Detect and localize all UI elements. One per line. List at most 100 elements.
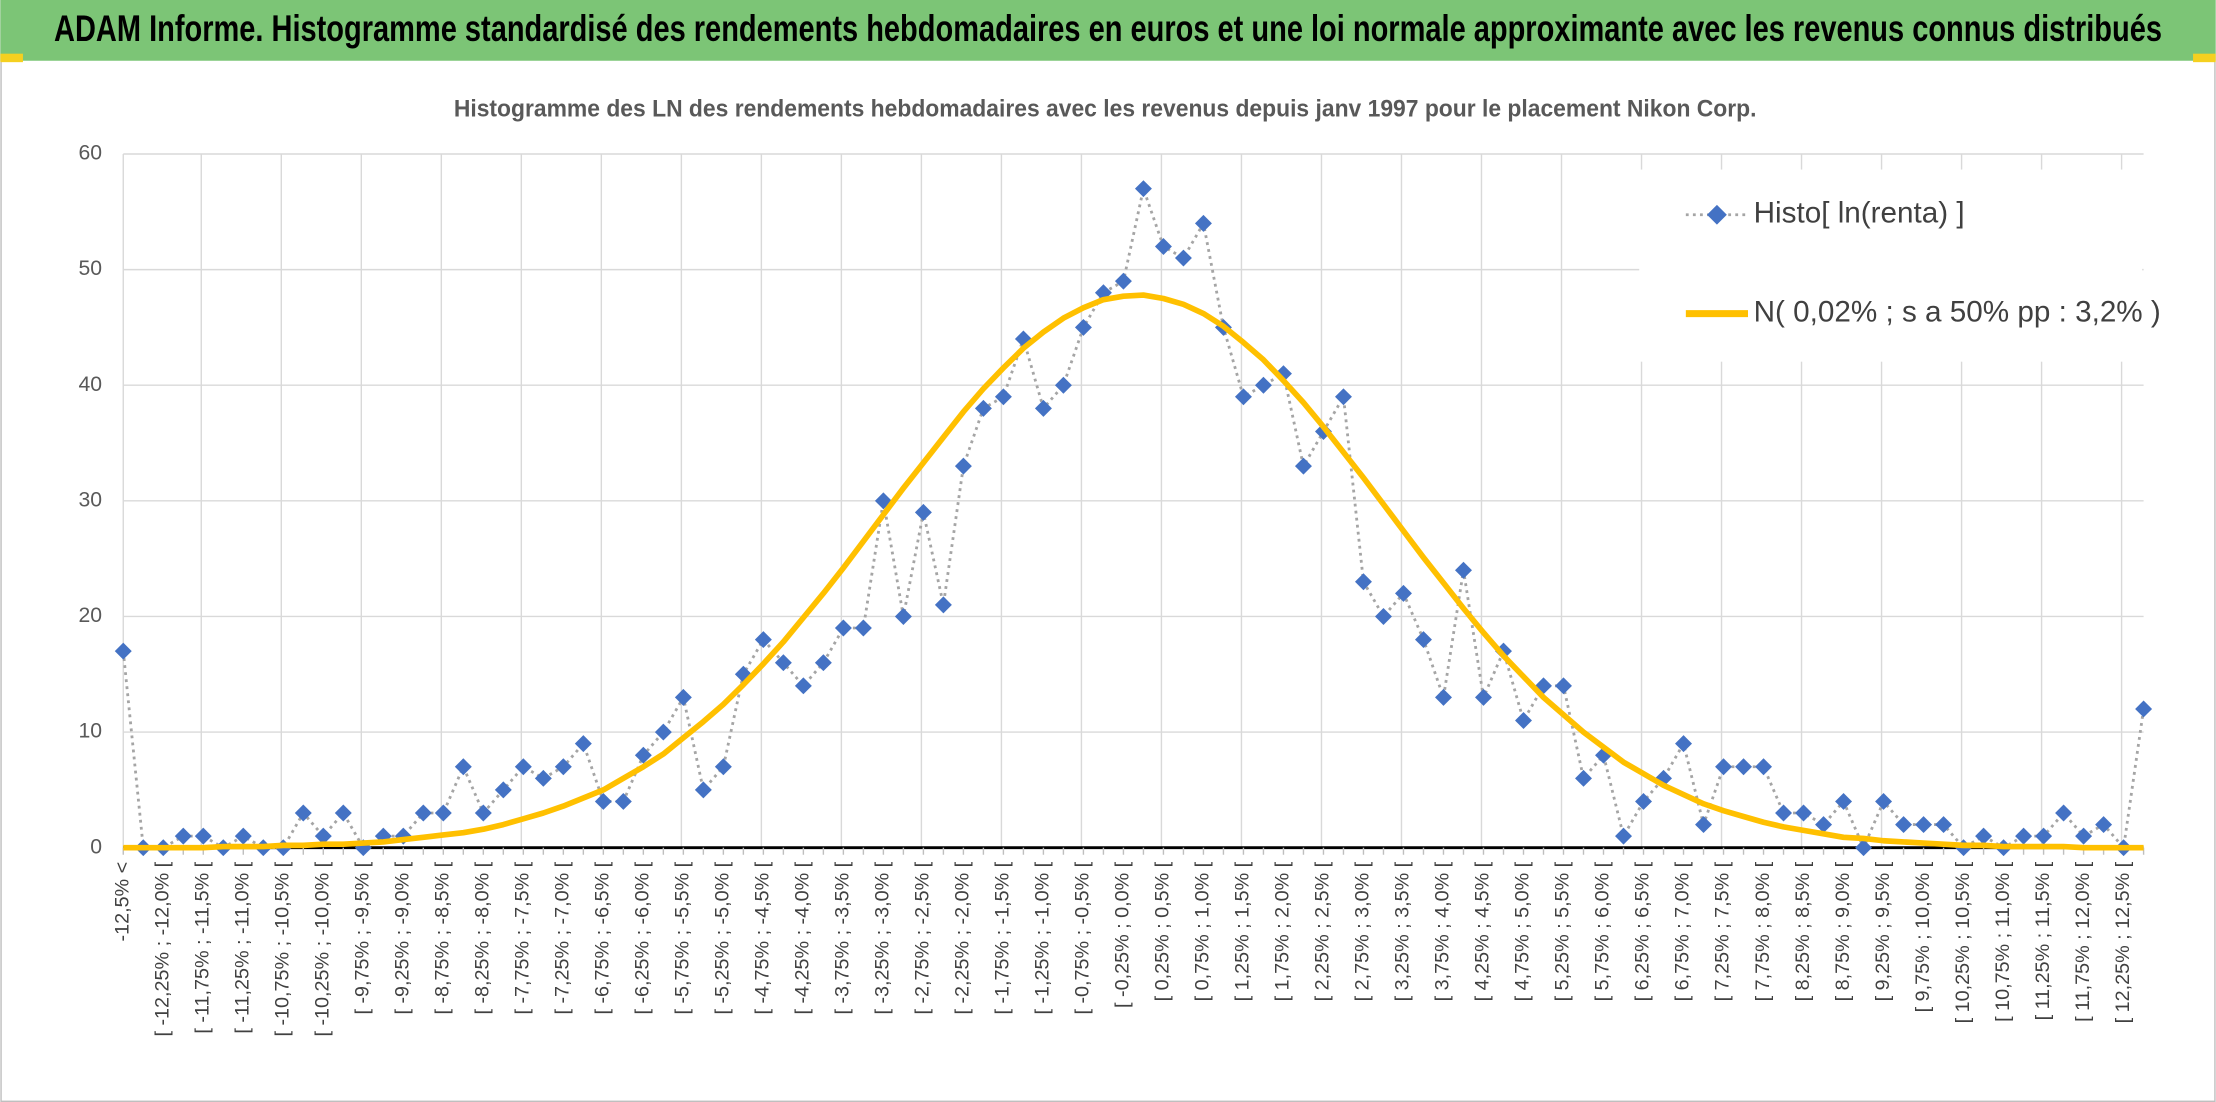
x-tick-label: [ -9,25% ; -9,0% [: [392, 861, 414, 1014]
x-tick-label: [ -7,75% ; -7,5% [: [512, 861, 534, 1014]
y-tick-label: 60: [78, 142, 102, 165]
x-tick-label: [ 6,75% ; 7,0% [: [1672, 861, 1694, 1001]
data-point: [694, 781, 712, 799]
data-point: [1795, 804, 1813, 822]
x-tick-label: [ 11,75% ; 12,0% [: [2072, 861, 2094, 1022]
x-tick-label: [ -2,75% ; -2,5% [: [912, 861, 934, 1014]
data-point: [1154, 238, 1172, 255]
x-tick-label: [ 9,25% ; 9,5% [: [1872, 861, 1894, 1001]
x-tick-label: [ 1,75% ; 2,0% [: [1272, 861, 1294, 1001]
x-tick-label: [ -0,75% ; -0,5% [: [1072, 861, 1094, 1014]
x-tick-label: [ -6,25% ; -6,0% [: [632, 861, 654, 1014]
data-point: [174, 827, 192, 845]
data-point: [474, 804, 492, 822]
data-point: [514, 758, 532, 776]
data-point: [834, 619, 852, 637]
data-point: [194, 827, 212, 845]
x-tick-label: [ 0,75% ; 1,0% [: [1192, 861, 1214, 1001]
y-tick-label: 10: [78, 720, 102, 743]
data-point: [554, 758, 572, 776]
y-tick-label: 50: [78, 257, 102, 280]
data-point: [1715, 758, 1733, 776]
corner-left: [0, 53, 23, 63]
data-point: [434, 804, 452, 822]
legend-label: N( 0,02% ; s a 50% pp : 3,2% ): [1754, 295, 2161, 328]
data-point: [794, 677, 812, 695]
x-tick-label: [ -0,25% ; 0,0% [: [1112, 861, 1134, 1008]
data-point: [1815, 816, 1833, 834]
data-point: [2035, 827, 2053, 845]
data-point: [674, 688, 692, 706]
x-tick-label: [ 6,25% ; 6,5% [: [1632, 861, 1654, 1001]
x-tick-label: [ 11,25% ; 11,5% [: [2032, 861, 2054, 1020]
x-tick-label: [ 8,25% ; 8,5% [: [1792, 861, 1814, 1001]
data-point: [1415, 631, 1432, 649]
legend-box: [1639, 169, 2143, 362]
data-point: [634, 746, 652, 764]
data-point: [894, 607, 912, 625]
x-tick-label: [ -4,25% ; -4,0% [: [792, 861, 814, 1014]
data-point: [1334, 388, 1352, 406]
data-point: [1975, 827, 1993, 845]
data-point: [1374, 607, 1392, 625]
x-tick-label: [ -5,25% ; -5,0% [: [712, 861, 734, 1014]
data-point: [1475, 688, 1492, 706]
y-tick-label: 0: [90, 835, 102, 858]
data-point: [594, 792, 612, 810]
x-tick-label: [ 5,25% ; 5,5% [: [1552, 861, 1574, 1001]
x-tick-label: [ 4,75% ; 5,0% [: [1512, 861, 1534, 1001]
x-tick-label: [ -4,75% ; -4,5% [: [752, 861, 774, 1014]
x-tick-label: [ 1,25% ; 1,5% [: [1232, 861, 1254, 1001]
title-bar: [0, 0, 2216, 61]
x-tick-label: [ -2,25% ; -2,0% [: [952, 861, 974, 1014]
x-tick-label: [ -10,75% ; -10,5% [: [272, 861, 294, 1036]
page-title: ADAM Informe. Histogramme standardisé de…: [54, 8, 2162, 49]
x-tick-label: [ 10,25% ; 10,5% [: [1952, 861, 1974, 1023]
data-point: [1675, 735, 1692, 753]
data-point: [1835, 792, 1853, 810]
data-point: [1174, 249, 1192, 267]
data-point: [1755, 758, 1773, 776]
x-tick-label: [ -5,75% ; -5,5% [: [672, 861, 694, 1014]
x-tick-label: [ 8,75% ; 9,0% [: [1832, 861, 1854, 1001]
data-point: [1074, 318, 1092, 336]
data-point: [994, 388, 1012, 406]
x-tick-label: [ 9,75% ; 10,0% [: [1912, 861, 1934, 1012]
data-point: [414, 804, 432, 822]
data-point: [2135, 700, 2153, 718]
x-tick-label: [ -9,75% ; -9,5% [: [352, 861, 374, 1014]
x-tick-label: [ -8,75% ; -8,5% [: [432, 861, 454, 1014]
data-point: [854, 619, 872, 637]
data-point: [2055, 804, 2073, 822]
data-point: [814, 654, 832, 672]
x-tick-label: [ -3,25% ; -3,0% [: [872, 861, 894, 1014]
x-tick-label: [ -3,75% ; -3,5% [: [832, 861, 854, 1014]
x-tick-label: [ 12,25% ; 12,5% [: [2112, 861, 2134, 1023]
data-point: [1294, 457, 1312, 475]
x-tick-label: [ 0,25% ; 0,5% [: [1152, 861, 1174, 1001]
data-point: [1114, 272, 1132, 290]
data-point: [454, 758, 472, 776]
data-point: [934, 596, 952, 614]
data-point: [2015, 827, 2033, 845]
legend-label: Histo[ ln(renta) ]: [1754, 197, 1965, 230]
x-tick-label: [ 7,25% ; 7,5% [: [1712, 861, 1734, 1001]
data-point: [1455, 561, 1472, 579]
data-point: [1695, 816, 1713, 834]
x-tick-label: [ 2,25% ; 2,5% [: [1312, 861, 1334, 1001]
x-tick-label: [ 4,25% ; 4,5% [: [1472, 861, 1494, 1001]
x-tick-label: [ 5,75% ; 6,0% [: [1592, 861, 1614, 1001]
x-tick-label: [ 3,25% ; 3,5% [: [1392, 861, 1414, 1001]
data-point: [974, 399, 992, 417]
series-line: [123, 292, 2144, 851]
x-tick-label: [ 10,75% ; 11,0% [: [1992, 861, 2014, 1022]
data-point: [714, 758, 732, 776]
y-tick-label: 20: [78, 604, 102, 627]
data-point: [2095, 816, 2113, 834]
x-tick-label: [ -11,75% ; -11,5% [: [191, 861, 213, 1033]
data-point: [614, 792, 632, 810]
data-point: [1034, 399, 1052, 417]
data-point: [114, 642, 132, 660]
y-tick-label: 40: [78, 373, 102, 396]
